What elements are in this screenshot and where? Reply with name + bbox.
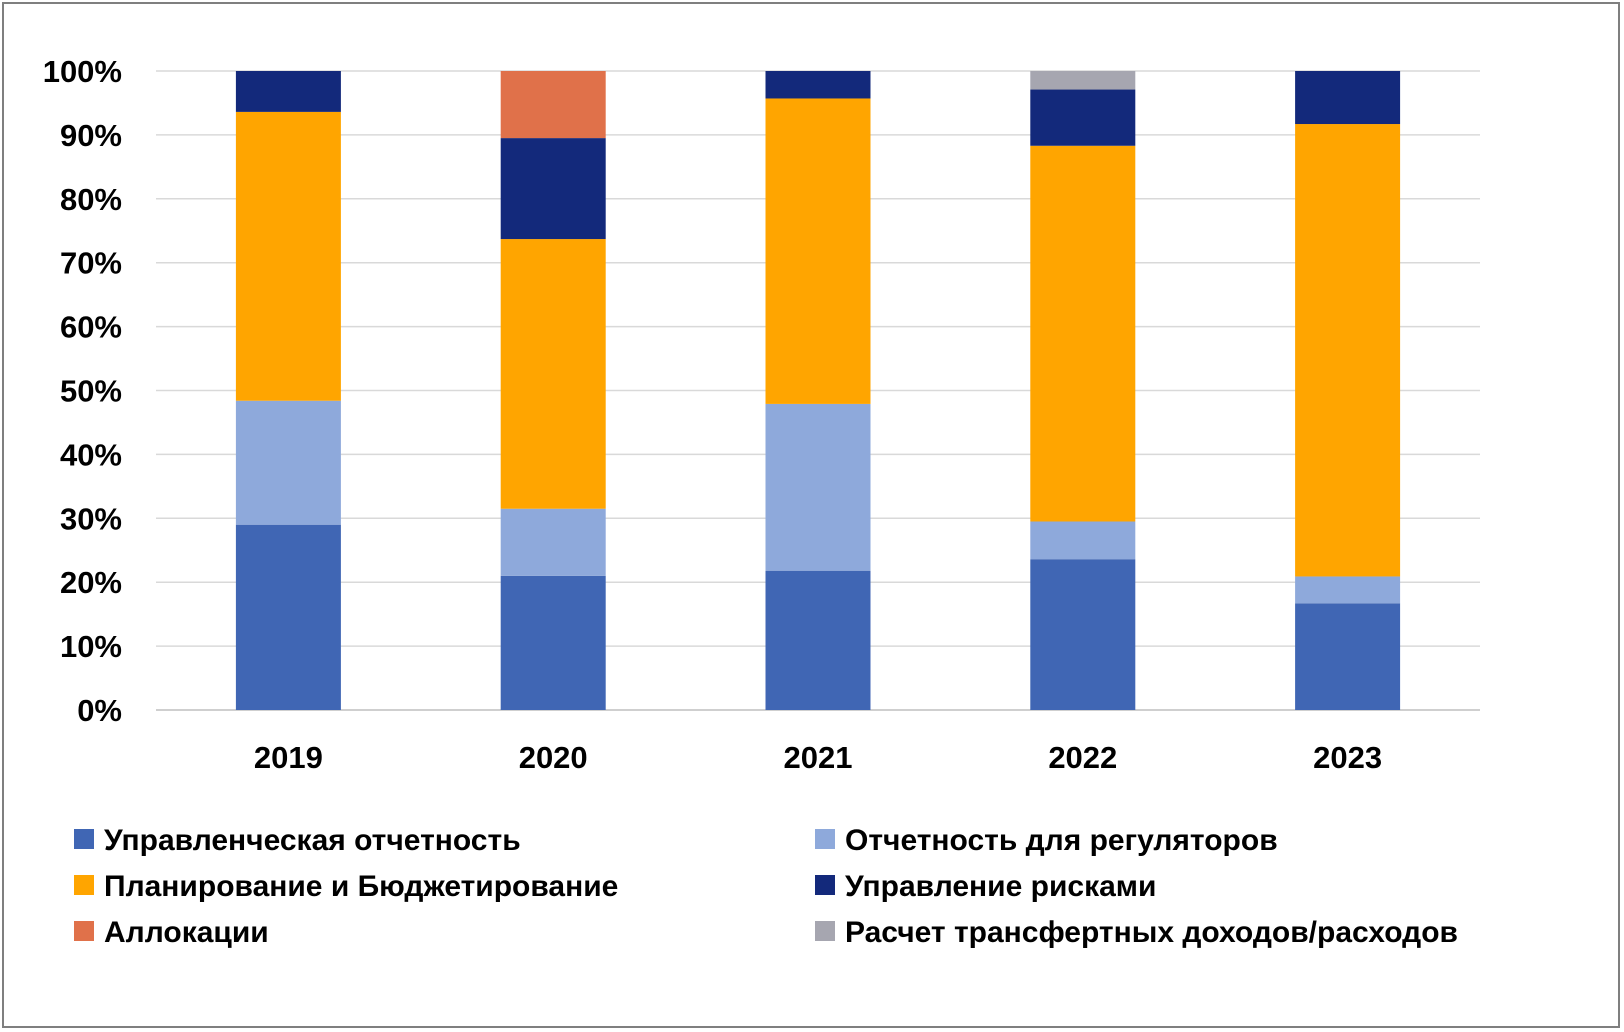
bar-segment — [765, 98, 871, 404]
legend-item: Расчет трансфертных доходов/расходов — [815, 916, 1458, 949]
legend-item: Аллокации — [74, 916, 269, 949]
bar-segment — [1295, 71, 1401, 125]
bar-segment — [1295, 603, 1401, 710]
y-tick-label: 100% — [43, 54, 122, 89]
x-axis-ticks: 2019 2020 2021 2022 2023 — [254, 740, 1382, 775]
y-tick-label: 10% — [60, 629, 122, 664]
legend-label: Управление рисками — [845, 870, 1156, 903]
bar-segment — [1030, 559, 1136, 710]
y-tick-label: 60% — [60, 310, 122, 345]
x-tick-label: 2019 — [254, 740, 323, 775]
bar-segment — [1295, 124, 1401, 577]
bar-segment — [235, 524, 341, 710]
bars — [235, 71, 1401, 710]
bar-segment — [500, 71, 606, 139]
bar-segment — [500, 508, 606, 576]
y-tick-label: 70% — [60, 246, 122, 281]
legend-swatch — [815, 875, 835, 895]
bar-segment — [765, 403, 871, 571]
bar-segment — [1295, 576, 1401, 604]
stacked-bar-chart: 0%10%20%30%40%50%60%70%80%90%100% 2019 20… — [43, 54, 1480, 949]
legend: Управленческая отчетность Отчетность для … — [74, 824, 1458, 949]
legend-swatch — [815, 829, 835, 849]
bar-segment — [1030, 145, 1136, 522]
legend-item: Управление рисками — [815, 870, 1156, 903]
bar-segment — [765, 71, 871, 99]
x-tick-label: 2021 — [784, 740, 853, 775]
y-tick-label: 80% — [60, 182, 122, 217]
y-tick-label: 90% — [60, 118, 122, 153]
legend-swatch — [74, 829, 94, 849]
bar-segment — [500, 575, 606, 710]
y-tick-label: 50% — [60, 374, 122, 409]
legend-swatch — [74, 921, 94, 941]
bar-segment — [765, 570, 871, 710]
x-tick-label: 2020 — [519, 740, 588, 775]
bar-segment — [235, 111, 341, 401]
legend-swatch — [74, 875, 94, 895]
legend-label: Планирование и Бюджетирование — [104, 870, 618, 903]
legend-label: Расчет трансфертных доходов/расходов — [845, 916, 1458, 949]
y-tick-label: 20% — [60, 565, 122, 600]
legend-item: Управленческая отчетность — [74, 824, 521, 857]
bar-segment — [235, 400, 341, 525]
y-tick-label: 40% — [60, 437, 122, 472]
bar-segment — [500, 138, 606, 240]
x-tick-label: 2023 — [1313, 740, 1382, 775]
legend-label: Аллокации — [104, 916, 269, 949]
bar-segment — [1030, 521, 1136, 560]
legend-label: Отчетность для регуляторов — [845, 824, 1278, 857]
bar-segment — [1030, 89, 1136, 146]
legend-label: Управленческая отчетность — [104, 824, 521, 857]
bar-segment — [500, 239, 606, 509]
bar-segment — [235, 71, 341, 112]
y-tick-label: 0% — [77, 693, 122, 728]
bar-segment — [1030, 71, 1136, 90]
legend-swatch — [815, 921, 835, 941]
x-tick-label: 2022 — [1048, 740, 1117, 775]
y-tick-label: 30% — [60, 501, 122, 536]
y-axis-ticks: 0% 10% 20% 30% 40% 50% 60% 70% 80% 90% 100% — [43, 54, 122, 728]
legend-item: Отчетность для регуляторов — [815, 824, 1278, 857]
legend-item: Планирование и Бюджетирование — [74, 870, 618, 903]
